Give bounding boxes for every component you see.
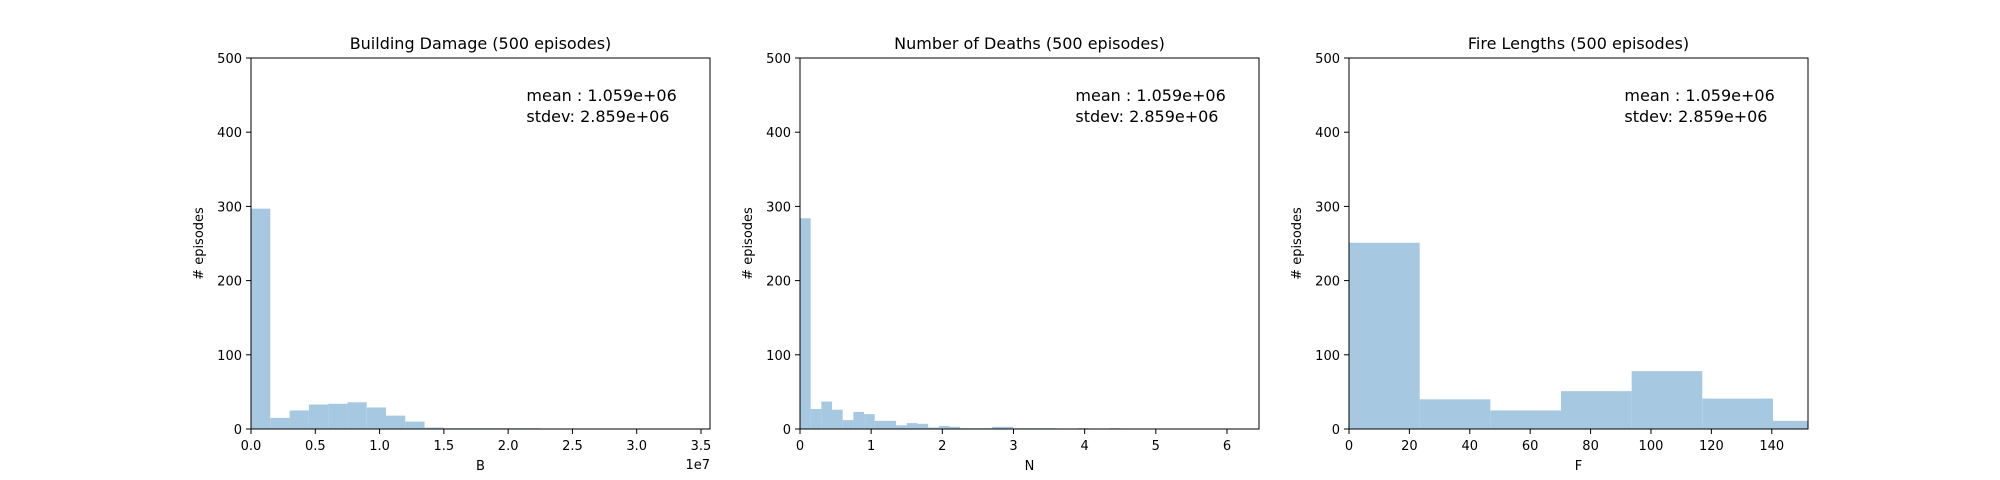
chart-title: Fire Lengths (500 episodes)	[1468, 34, 1689, 53]
x-tick-label: 0.5	[305, 439, 326, 454]
y-tick-label: 0	[1332, 423, 1340, 438]
axes-frame	[250, 57, 711, 430]
x-axis-label: N	[1025, 459, 1035, 474]
histogram-bar	[1560, 391, 1632, 429]
histogram-bar	[842, 420, 854, 429]
x-tick-label: 0	[796, 439, 804, 454]
x-tick-label: 0.0	[241, 439, 262, 454]
x-tick-label: 6	[1223, 439, 1231, 454]
x-tick-label: 0	[1345, 439, 1353, 454]
stats-stdev: stdev: 2.859e+06	[1075, 107, 1218, 126]
x-tick-label: 4	[1081, 439, 1089, 454]
histogram-bar	[938, 426, 950, 429]
y-tick-label: 200	[1315, 275, 1340, 290]
histogram-bar	[821, 401, 833, 429]
y-tick-label: 500	[766, 52, 791, 67]
histogram-bar	[251, 208, 271, 429]
chart-title: Building Damage (500 episodes)	[350, 34, 612, 53]
x-tick-label: 2.5	[562, 439, 583, 454]
histogram-bar	[874, 420, 886, 429]
x-tick-label: 60	[1522, 439, 1539, 454]
x-tick-label: 40	[1462, 439, 1479, 454]
y-tick-label: 200	[217, 275, 242, 290]
histogram-bar	[289, 410, 309, 429]
histogram-bar	[347, 402, 367, 429]
stats-stdev: stdev: 2.859e+06	[526, 107, 669, 126]
x-tick-label: 5	[1152, 439, 1160, 454]
histogram-bar	[328, 403, 348, 429]
stats-mean: mean : 1.059e+06	[1624, 86, 1774, 105]
histogram-bar	[1349, 242, 1420, 429]
y-tick-label: 0	[234, 423, 242, 438]
histogram-bar	[800, 218, 811, 429]
x-axis-label: F	[1575, 459, 1582, 474]
y-tick-label: 100	[766, 349, 791, 364]
y-axis-label: # episodes	[192, 207, 207, 280]
histogram-bar	[1631, 371, 1703, 429]
histogram-bar	[928, 427, 939, 429]
x-tick-label: 2.0	[498, 439, 519, 454]
subplot-number-of-deaths: 0 100 200 300 400 500 0 1 2 3 4 5 6 N # episodes Number…	[741, 34, 1260, 474]
histogram-bar	[992, 426, 1003, 429]
y-tick-label: 400	[217, 126, 242, 141]
y-tick-label: 300	[217, 200, 242, 215]
histogram-bar	[308, 404, 329, 429]
subplot-fire-lengths: 0 100 200 300 400 500 0 20 40 60 80 100 120 140 F # epi…	[1290, 34, 1809, 474]
x-tick-label: 100	[1639, 439, 1664, 454]
x-tick-label: 3.5	[691, 439, 712, 454]
histogram-bar	[405, 421, 425, 429]
histogram-bar	[906, 423, 918, 429]
x-tick-label: 20	[1401, 439, 1418, 454]
x-tick-label: 1	[867, 439, 875, 454]
histogram-bar	[424, 427, 444, 429]
x-axis-label: B	[476, 459, 485, 474]
histogram-bar	[853, 411, 865, 429]
y-tick-label: 300	[1315, 200, 1340, 215]
y-tick-label: 300	[766, 200, 791, 215]
x-tick-label: 120	[1699, 439, 1724, 454]
axes-frame	[799, 57, 1260, 430]
axes-frame	[1348, 57, 1809, 430]
histogram-bar	[864, 414, 875, 429]
histogram-bar	[832, 409, 843, 429]
histogram-bar	[386, 415, 406, 429]
stats-mean: mean : 1.059e+06	[1075, 86, 1225, 105]
histogram-bar	[1419, 399, 1491, 429]
y-tick-label: 0	[783, 423, 791, 438]
x-tick-label: 140	[1759, 439, 1784, 454]
y-tick-label: 500	[217, 52, 242, 67]
x-tick-label: 1.0	[369, 439, 390, 454]
subplot-building-damage: 0 100 200 300 400 500 0.0 0.5 1.0 1.5 2.0 2.5 3.0 3.5…	[192, 34, 711, 474]
y-tick-label: 100	[1315, 349, 1340, 364]
histogram-bar	[810, 408, 822, 429]
stats-mean: mean : 1.059e+06	[526, 86, 676, 105]
histogram-bar	[366, 407, 386, 429]
y-axis-label: # episodes	[741, 207, 756, 280]
histogram-bar	[1772, 420, 1808, 429]
x-tick-label: 3	[1009, 439, 1017, 454]
x-tick-label: 80	[1582, 439, 1599, 454]
histogram-bar	[949, 426, 961, 429]
y-tick-label: 400	[766, 126, 791, 141]
y-tick-label: 100	[217, 349, 242, 364]
x-tick-label: 3.0	[626, 439, 647, 454]
y-tick-label: 200	[766, 275, 791, 290]
x-tick-label: 2	[938, 439, 946, 454]
y-tick-label: 500	[1315, 52, 1340, 67]
y-tick-label: 400	[1315, 126, 1340, 141]
x-offset-label: 1e7	[685, 458, 710, 473]
chart-title: Number of Deaths (500 episodes)	[894, 34, 1165, 53]
histogram-bar	[1702, 398, 1773, 429]
histogram-bar	[1002, 426, 1014, 429]
histogram-bar	[896, 425, 907, 429]
stats-stdev: stdev: 2.859e+06	[1624, 107, 1767, 126]
x-tick-label: 1.5	[434, 439, 455, 454]
histogram-bar	[885, 420, 897, 429]
histogram-bar	[270, 417, 290, 429]
histogram-bar	[1490, 410, 1561, 429]
y-axis-label: # episodes	[1290, 207, 1305, 280]
histogram-bar	[917, 423, 929, 429]
